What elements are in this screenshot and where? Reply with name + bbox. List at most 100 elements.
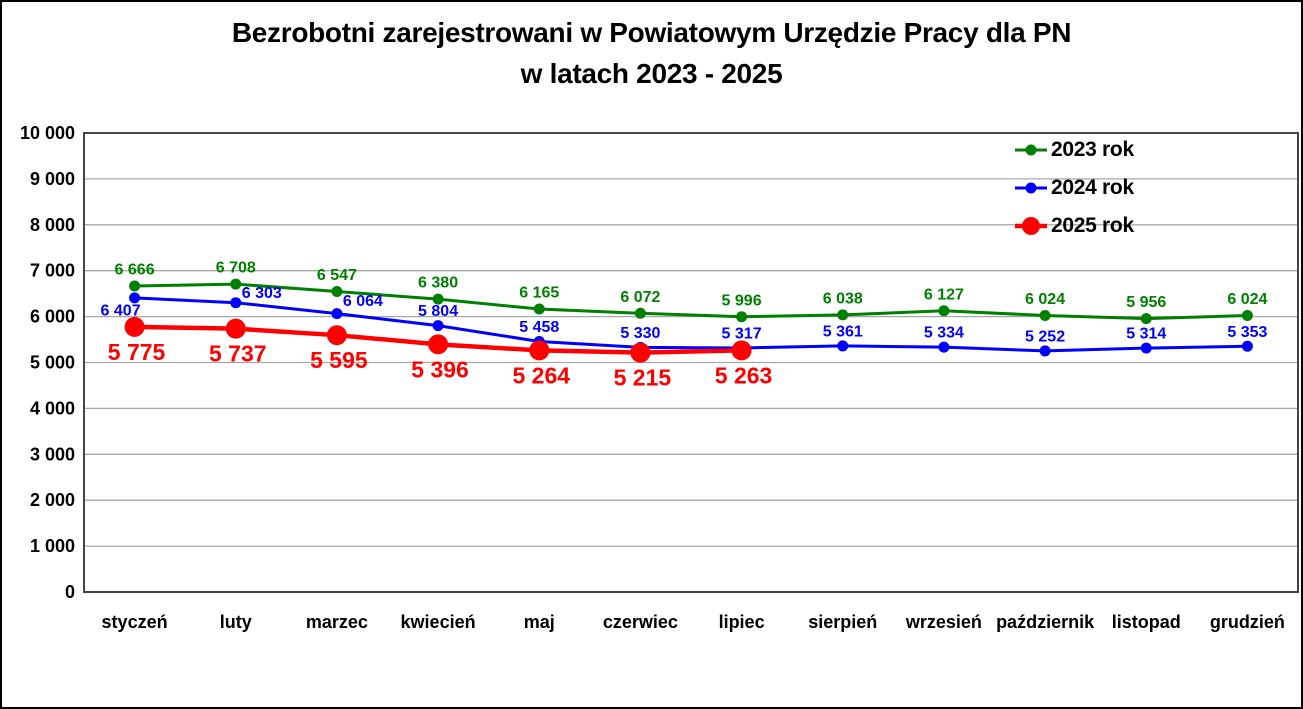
data-point-2023-rok — [432, 293, 444, 305]
data-point-2024-rok — [331, 308, 343, 320]
y-axis-tick-label: 7 000 — [30, 261, 75, 281]
y-axis-tick-label: 6 000 — [30, 307, 75, 327]
data-label-2024-rok: 5 330 — [620, 325, 660, 342]
y-axis-tick-label: 2 000 — [30, 490, 75, 510]
data-point-2024-rok — [1241, 340, 1253, 352]
data-point-2024-rok — [230, 297, 242, 309]
data-label-2023-rok: 6 127 — [924, 286, 964, 303]
data-label-2023-rok: 6 708 — [216, 260, 256, 277]
data-label-2024-rok: 5 361 — [823, 323, 863, 340]
x-axis-label: styczeń — [102, 612, 168, 632]
x-axis-label: lipiec — [719, 612, 765, 632]
data-point-2023-rok — [331, 285, 343, 297]
x-axis-label: sierpień — [808, 612, 877, 632]
y-axis-tick-label: 8 000 — [30, 215, 75, 235]
data-point-2023-rok — [129, 280, 141, 292]
data-label-2025-rok: 5 595 — [310, 347, 368, 373]
x-axis-label: październik — [996, 612, 1095, 632]
data-label-2024-rok: 5 353 — [1227, 324, 1267, 341]
chart-title: Bezrobotni zarejestrowani w Powiatowym U… — [2, 12, 1301, 94]
data-label-2024-rok: 5 334 — [924, 325, 964, 342]
y-axis-tick-label: 0 — [65, 582, 75, 602]
y-axis-tick-label: 9 000 — [30, 169, 75, 189]
data-label-2023-rok: 6 024 — [1227, 291, 1267, 308]
data-point-2024-rok — [837, 340, 849, 352]
data-label-2024-rok: 5 458 — [519, 319, 559, 336]
data-label-2024-rok: 5 804 — [418, 303, 458, 320]
data-label-2023-rok: 5 956 — [1126, 294, 1166, 311]
legend-label: 2024 rok — [1051, 176, 1134, 199]
legend-label: 2023 rok — [1051, 138, 1134, 161]
data-point-2023-rok — [938, 305, 950, 317]
data-label-2023-rok: 6 072 — [620, 289, 660, 306]
data-point-2023-rok — [736, 311, 748, 323]
legend-marker-icon — [1015, 182, 1047, 194]
data-label-2023-rok: 6 547 — [317, 267, 357, 284]
data-point-2025-rok — [124, 316, 145, 337]
legend-entry-2023-rok: 2023 rok — [1014, 131, 1134, 169]
data-point-2023-rok — [634, 307, 646, 319]
legend-entry-2025-rok: 2025 rok — [1014, 207, 1134, 245]
x-axis-label: listopad — [1112, 612, 1181, 632]
data-label-2023-rok: 6 666 — [115, 262, 155, 279]
data-point-2024-rok — [1140, 342, 1152, 354]
data-point-2025-rok — [225, 318, 246, 339]
data-point-2023-rok — [1241, 309, 1253, 321]
legend-marker-icon — [1015, 144, 1047, 156]
y-axis-tick-label: 10 000 — [20, 123, 75, 143]
data-point-2024-rok — [129, 292, 141, 304]
data-point-2024-rok — [432, 320, 444, 332]
x-axis-label: kwiecień — [401, 612, 476, 632]
y-axis-tick-label: 5 000 — [30, 353, 75, 373]
data-label-2024-rok: 5 314 — [1126, 326, 1166, 343]
data-point-2023-rok — [230, 278, 242, 290]
data-label-2024-rok: 6 303 — [242, 285, 282, 302]
series-line-2024-rok — [134, 296, 1248, 353]
data-label-2025-rok: 5 263 — [715, 362, 773, 388]
y-axis-tick-label: 3 000 — [30, 444, 75, 464]
chart-title-line2: w latach 2023 - 2025 — [520, 58, 783, 89]
data-point-2023-rok — [837, 309, 849, 321]
data-point-2025-rok — [428, 334, 449, 355]
data-label-2023-rok: 6 038 — [823, 290, 863, 307]
x-axis-label: marzec — [306, 612, 368, 632]
data-label-2024-rok: 5 317 — [722, 325, 762, 342]
data-label-2023-rok: 6 024 — [1025, 291, 1065, 308]
x-axis-label: luty — [220, 612, 252, 632]
chart-legend: 2023 rok 2024 rok 2025 rok — [1014, 131, 1134, 245]
data-label-2023-rok: 6 165 — [519, 285, 559, 302]
data-label-2025-rok: 5 396 — [411, 356, 469, 382]
y-axis-tick-label: 1 000 — [30, 536, 75, 556]
data-point-2023-rok — [1039, 309, 1051, 321]
legend-label: 2025 rok — [1051, 214, 1134, 237]
data-point-2023-rok — [533, 303, 545, 315]
y-axis-tick-label: 4 000 — [30, 398, 75, 418]
series-line-2023-rok — [134, 282, 1248, 321]
data-point-2025-rok — [731, 340, 752, 361]
data-label-2024-rok: 6 064 — [343, 293, 383, 310]
data-point-2025-rok — [326, 325, 347, 346]
x-axis-label: wrzesień — [905, 612, 982, 632]
data-label-2025-rok: 5 737 — [209, 341, 267, 367]
data-point-2024-rok — [1039, 345, 1051, 357]
chart-title-line1: Bezrobotni zarejestrowani w Powiatowym U… — [231, 17, 1072, 48]
data-point-2025-rok — [529, 340, 550, 361]
x-axis-label: czerwiec — [603, 612, 678, 632]
data-point-2023-rok — [1140, 313, 1152, 325]
data-label-2024-rok: 6 407 — [101, 302, 141, 319]
data-label-2025-rok: 5 264 — [512, 362, 570, 388]
x-axis-label: maj — [524, 612, 555, 632]
legend-marker-icon — [1015, 217, 1047, 235]
data-label-2023-rok: 6 380 — [418, 275, 458, 292]
data-label-2024-rok: 5 252 — [1025, 328, 1065, 345]
data-label-2025-rok: 5 775 — [108, 339, 166, 365]
data-label-2025-rok: 5 215 — [614, 365, 672, 391]
data-label-2023-rok: 5 996 — [722, 292, 762, 309]
data-point-2025-rok — [630, 342, 651, 363]
legend-entry-2024-rok: 2024 rok — [1014, 169, 1134, 207]
data-point-2024-rok — [938, 341, 950, 353]
plot-border — [83, 132, 1299, 593]
x-axis-label: grudzień — [1210, 612, 1285, 632]
